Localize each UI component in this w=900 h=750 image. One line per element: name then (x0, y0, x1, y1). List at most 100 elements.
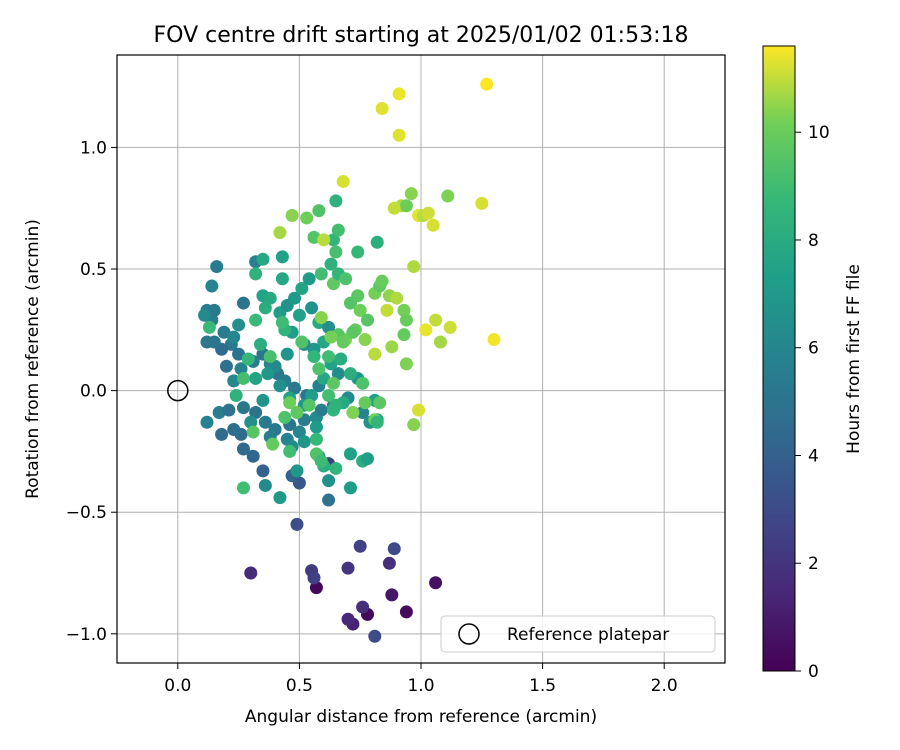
data-point (290, 406, 304, 420)
data-point (343, 447, 357, 461)
colorbar-tick-label: 8 (808, 231, 819, 251)
data-points (198, 77, 501, 643)
data-point (356, 600, 370, 614)
data-point (258, 415, 272, 429)
data-point (290, 517, 304, 531)
data-point (273, 491, 287, 505)
colorbar-ticks: 0 2 4 6 8 10 (795, 123, 830, 682)
data-point (246, 449, 260, 463)
data-point (273, 226, 287, 240)
y-tick-label: −0.5 (66, 503, 107, 523)
y-axis-label: Rotation from reference (arcmin) (23, 219, 43, 499)
data-point (360, 452, 374, 466)
data-point (236, 401, 250, 415)
data-point (331, 223, 345, 237)
x-tick-label: 2.0 (651, 676, 678, 696)
data-point (370, 235, 384, 249)
data-point (295, 335, 309, 349)
data-point (407, 418, 421, 432)
data-point (256, 393, 270, 407)
data-point (246, 425, 260, 439)
data-point (236, 481, 250, 495)
data-point (249, 371, 263, 385)
data-point (283, 396, 297, 410)
data-point (397, 303, 411, 317)
data-point (253, 337, 267, 351)
data-point (441, 189, 455, 203)
data-point (285, 209, 299, 223)
data-point (275, 316, 289, 330)
data-point (249, 267, 263, 281)
data-point (217, 325, 231, 339)
data-point (312, 204, 326, 218)
data-point (241, 352, 255, 366)
data-point (346, 406, 360, 420)
y-tick-label: −1.0 (66, 625, 107, 645)
y-tick-label: 0.5 (80, 260, 107, 280)
data-point (263, 291, 277, 305)
data-point (207, 303, 221, 317)
data-point (205, 279, 219, 293)
data-point (302, 272, 316, 286)
data-point (429, 313, 443, 327)
data-point (244, 415, 258, 429)
data-point (385, 340, 399, 354)
y-tick-label: 1.0 (80, 138, 107, 158)
data-point (353, 539, 367, 553)
data-point (341, 612, 355, 626)
data-point (236, 371, 250, 385)
data-point (307, 571, 321, 585)
data-point (322, 320, 336, 334)
data-point (480, 77, 494, 91)
data-point (353, 303, 367, 317)
data-point (399, 357, 413, 371)
data-point (273, 379, 287, 393)
data-point (302, 398, 316, 412)
data-point (385, 588, 399, 602)
data-point (229, 388, 243, 402)
data-point (334, 352, 348, 366)
data-point (200, 415, 214, 429)
y-axis-ticks: −1.0 −0.5 0.0 0.5 1.0 (66, 138, 117, 645)
data-point (387, 542, 401, 556)
data-point (280, 347, 294, 361)
data-point (392, 87, 406, 101)
colorbar-label: Hours from first FF file (844, 264, 864, 454)
colorbar-tick-label: 2 (808, 554, 819, 574)
data-point (309, 581, 323, 595)
x-axis-ticks: 0.0 0.5 1.0 1.5 2.0 (164, 663, 678, 696)
data-point (200, 335, 214, 349)
data-point (278, 410, 292, 424)
data-point (261, 367, 275, 381)
data-point (227, 374, 241, 388)
data-point (421, 206, 435, 220)
colorbar-tick-label: 6 (808, 339, 819, 359)
data-point (314, 403, 328, 417)
data-point (375, 274, 389, 288)
data-point (326, 233, 340, 247)
data-point (343, 481, 357, 495)
data-point (399, 199, 413, 213)
data-point (292, 308, 306, 322)
x-axis-label: Angular distance from reference (arcmin) (245, 707, 597, 727)
data-point (288, 291, 302, 305)
data-point (443, 320, 457, 334)
data-point (236, 442, 250, 456)
colorbar (762, 45, 796, 672)
data-point (419, 323, 433, 337)
data-point (399, 313, 413, 327)
data-point (317, 233, 331, 247)
data-point (202, 320, 216, 334)
data-point (297, 435, 311, 449)
data-point (368, 347, 382, 361)
data-point (329, 245, 343, 259)
x-tick-label: 0.0 (164, 676, 191, 696)
data-point (329, 461, 343, 475)
data-point (358, 333, 372, 347)
data-point (275, 250, 289, 264)
x-tick-label: 1.5 (529, 676, 556, 696)
data-point (360, 313, 374, 327)
reference-marker (167, 379, 189, 402)
colorbar-tick-label: 4 (808, 446, 819, 466)
